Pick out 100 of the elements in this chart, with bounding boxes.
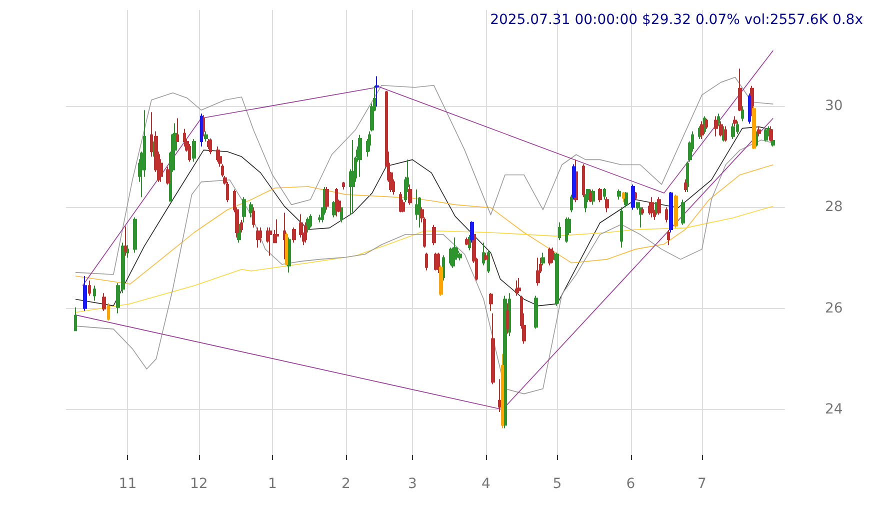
x-tick-label: 3 <box>408 476 417 492</box>
candlestick <box>752 106 756 150</box>
candlestick <box>200 113 203 148</box>
candlestick <box>665 206 668 223</box>
candlestick <box>536 257 540 286</box>
candlestick <box>741 106 744 122</box>
candlestick <box>769 126 773 142</box>
candlestick <box>166 166 170 185</box>
candlestick <box>667 229 670 246</box>
candlestick <box>88 280 91 296</box>
candlestick <box>93 285 96 302</box>
x-tick-label: 11 <box>118 476 137 492</box>
candlestick <box>375 76 379 108</box>
candlestick <box>748 92 751 124</box>
candlestick <box>256 226 260 248</box>
candlestick <box>437 252 440 274</box>
candlestick <box>470 220 474 244</box>
candlestick <box>425 252 428 271</box>
candlestick <box>487 250 490 274</box>
x-tick-label: 7 <box>697 476 706 492</box>
candlestick <box>548 247 552 266</box>
candlestick <box>335 188 338 217</box>
candlestick <box>738 68 742 112</box>
x-tick-label: 5 <box>552 476 562 492</box>
candlestick <box>342 181 345 190</box>
candlestick <box>733 116 737 127</box>
candlestick <box>192 138 196 162</box>
candlestick <box>624 192 628 208</box>
candlestick <box>489 292 493 312</box>
candlestick <box>598 188 602 203</box>
line-series <box>75 206 774 313</box>
candlestick <box>534 295 538 330</box>
candlestick <box>517 278 521 294</box>
candlestick <box>107 302 110 321</box>
y-tick-label: 24 <box>825 401 843 418</box>
candlestick <box>674 194 678 228</box>
x-tick-label: 2 <box>342 476 350 492</box>
y-tick-label: 26 <box>825 300 843 316</box>
candlestick <box>558 222 561 241</box>
candlestick <box>582 164 585 198</box>
candlestick <box>204 130 208 142</box>
candlestick <box>283 212 286 260</box>
candlestick <box>641 206 644 216</box>
candlestick <box>432 224 436 246</box>
candlestick <box>589 189 592 203</box>
candlestick <box>717 113 720 127</box>
candlestick <box>340 206 343 223</box>
candlestick <box>501 353 504 429</box>
candlestick <box>757 126 761 137</box>
candlestick <box>491 312 495 385</box>
candlestick <box>249 202 253 218</box>
candlestick <box>605 196 609 213</box>
line-series <box>75 76 774 275</box>
x-tick-label: 12 <box>190 476 208 492</box>
candlestick <box>176 118 179 142</box>
candlestick <box>650 196 654 218</box>
candlestick <box>83 275 87 312</box>
candlestick <box>482 242 485 266</box>
candlestick <box>686 161 689 193</box>
candlestick <box>332 200 336 218</box>
candlestick <box>603 188 606 200</box>
candlestick <box>631 184 635 210</box>
candlestick <box>506 302 509 334</box>
candlestick <box>292 226 296 244</box>
candlestick <box>183 128 186 148</box>
line-series <box>75 164 774 284</box>
candlestick <box>669 192 673 233</box>
candlestick <box>541 252 545 266</box>
candlestick <box>408 184 412 206</box>
y-tick-label: 30 <box>825 98 843 114</box>
candlestick <box>285 232 288 266</box>
candlestick <box>133 216 137 254</box>
candlestick <box>617 189 621 200</box>
candlestick <box>74 306 77 332</box>
candlestick <box>124 226 127 256</box>
candlestick <box>731 122 735 140</box>
candlestick <box>439 264 443 296</box>
y-tick-label: 28 <box>825 199 843 216</box>
candlestick <box>498 378 502 413</box>
candlestick <box>102 292 106 312</box>
line-series <box>82 50 774 286</box>
candlestick <box>570 194 573 213</box>
candlestick <box>700 120 704 140</box>
candlestick <box>368 130 371 152</box>
candlestick <box>252 206 255 228</box>
chart-title: 2025.07.31 00:00:00 $29.32 0.07% vol:2557.6K 0.8x <box>490 12 863 28</box>
x-tick-label: 1 <box>268 476 277 492</box>
candlestick <box>681 199 685 226</box>
candlestick <box>351 139 355 214</box>
x-tick-label: 4 <box>482 476 491 492</box>
candlestick <box>551 247 554 264</box>
candlestick <box>209 138 212 155</box>
line-series <box>75 126 774 306</box>
candlestick <box>684 178 687 193</box>
candlestick <box>572 164 576 200</box>
x-tick-label: 6 <box>626 476 636 492</box>
candlestick <box>242 196 246 223</box>
candlestick <box>622 192 625 203</box>
candlestick <box>465 237 469 246</box>
candlestick <box>620 206 623 248</box>
